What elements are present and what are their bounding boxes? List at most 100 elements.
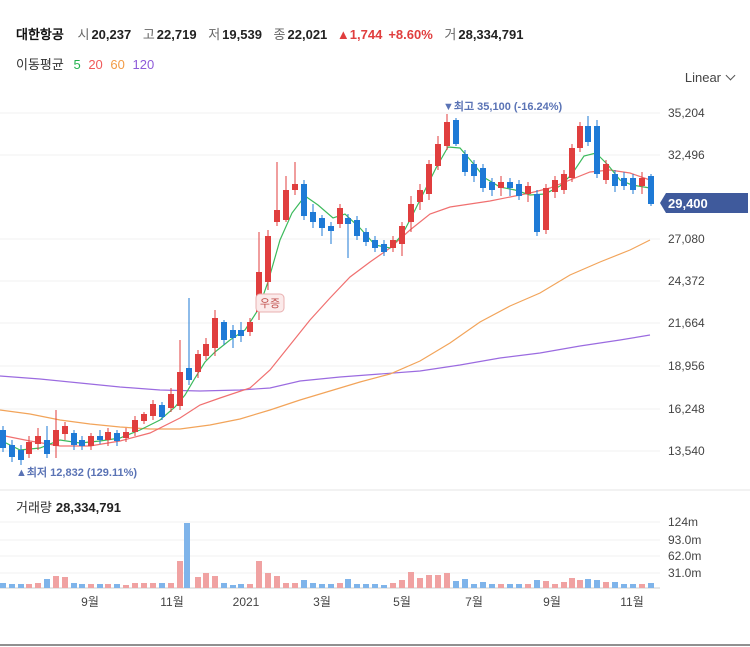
candle (53, 430, 59, 446)
volume-bar (247, 584, 253, 588)
volume-tick: 93.0m (668, 533, 701, 547)
candle (310, 212, 316, 222)
candlesticks (0, 114, 654, 465)
candle (569, 148, 575, 178)
volume-bar (363, 584, 369, 588)
candle (612, 174, 618, 186)
volume-bar (372, 584, 378, 588)
volume-bar (88, 584, 94, 588)
candle (62, 426, 68, 434)
price-tick: 21,664 (668, 316, 705, 330)
volume-bar (35, 583, 41, 588)
candle (648, 176, 654, 204)
candle (283, 190, 289, 220)
time-tick: 9월 (543, 595, 561, 609)
candle (462, 154, 468, 172)
low-label: 저 (208, 27, 221, 42)
volume-bar (648, 583, 654, 588)
volume-bar (525, 584, 531, 588)
candle (88, 436, 94, 446)
volume-bar (498, 584, 504, 588)
candle (274, 210, 280, 222)
candle (435, 144, 441, 166)
time-tick: 9월 (81, 595, 99, 609)
candle (105, 432, 111, 440)
volume-bar (132, 583, 138, 588)
time-tick: 5월 (393, 595, 411, 609)
candle (577, 126, 583, 148)
volume-bar (489, 584, 495, 588)
volume-bar (328, 584, 334, 588)
volume-tick: 31.0m (668, 566, 701, 580)
ma-60-label[interactable]: 60 (110, 57, 125, 72)
volume-bar (603, 582, 609, 588)
ma-5-line (0, 146, 651, 451)
candle (363, 232, 369, 242)
candle (301, 184, 307, 216)
ma-120-label[interactable]: 120 (132, 57, 155, 72)
event-marker[interactable]: 우증 (255, 293, 285, 313)
candle (328, 226, 334, 231)
volume-bar (274, 576, 280, 588)
volume-bar (71, 583, 77, 588)
candle (534, 194, 540, 232)
volume-bar (0, 583, 6, 588)
time-tick: 2021 (233, 595, 260, 609)
candle (44, 440, 50, 454)
volume-bar (230, 585, 236, 588)
volume-bar (62, 577, 68, 588)
volume-tick: 62.0m (668, 549, 701, 563)
candle (354, 220, 360, 236)
candle (256, 272, 262, 312)
high-price: 22,719 (156, 27, 197, 42)
volume-bar (408, 572, 414, 588)
candle (561, 174, 567, 190)
candle (150, 404, 156, 416)
candle (594, 126, 600, 174)
price-tick: 13,540 (668, 444, 705, 458)
volume-bar (141, 583, 147, 588)
time-axis: 9월 11월 2021 3월 5월 7월 9월 11월 (81, 595, 644, 609)
candle (444, 122, 450, 146)
candle (97, 436, 103, 440)
current-price-label: 29,400 (668, 196, 708, 211)
volume-bar (177, 561, 183, 588)
candle (265, 236, 271, 282)
volume-bar (123, 585, 129, 588)
ma-20-label[interactable]: 20 (88, 57, 103, 72)
scale-selector[interactable]: Linear (685, 70, 736, 85)
time-tick: 11월 (620, 595, 644, 609)
volume-bar (337, 583, 343, 588)
candle (399, 226, 405, 244)
candle (552, 180, 558, 192)
candle (79, 440, 85, 446)
close-price: 22,021 (287, 27, 328, 42)
time-tick: 3월 (313, 595, 331, 609)
candle (516, 184, 522, 196)
time-tick: 7월 (465, 595, 483, 609)
candle (26, 442, 32, 454)
candle (426, 164, 432, 194)
candle (639, 178, 645, 186)
volume-bar (212, 576, 218, 588)
volume-bar (221, 583, 227, 588)
event-marker-label: 우증 (260, 297, 280, 310)
candle (372, 240, 378, 248)
open-price: 20,237 (91, 27, 132, 42)
volume-bar (444, 573, 450, 588)
volume-bar (552, 584, 558, 588)
volume-bar (639, 584, 645, 588)
volume-bar (319, 584, 325, 588)
candle (186, 368, 192, 380)
volume-bar (265, 573, 271, 588)
volume-bar (292, 583, 298, 588)
volume-bar (26, 584, 32, 588)
candle (489, 182, 495, 190)
candle (159, 405, 165, 417)
volume-bar (354, 584, 360, 588)
ma-5-label[interactable]: 5 (73, 57, 81, 72)
volume-bar (561, 582, 567, 588)
volume-title-value: 28,334,791 (55, 500, 121, 515)
volume-bar (426, 575, 432, 588)
